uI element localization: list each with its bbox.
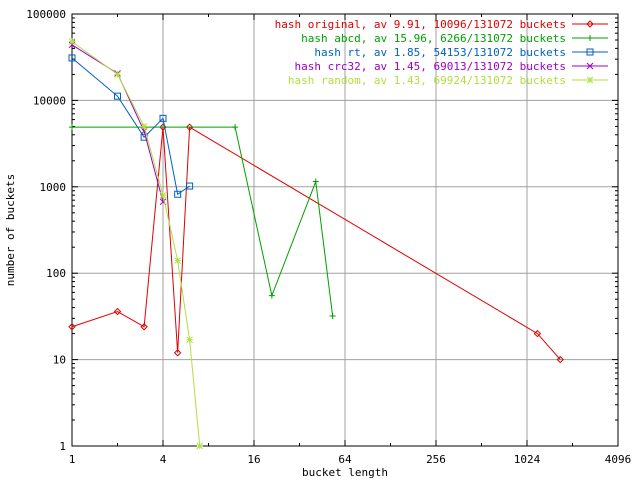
x-tick-label: 16 (247, 453, 260, 466)
y-tick-label: 10000 (33, 94, 66, 107)
data-point (68, 54, 76, 62)
data-point (140, 323, 148, 331)
data-point (114, 71, 121, 78)
series-2 (69, 124, 336, 319)
series-line (71, 126, 561, 360)
series-3 (68, 54, 194, 198)
series-4 (68, 41, 167, 206)
legend-label: hash abcd, av 15.96, 6266/131072 buckets (301, 32, 566, 45)
legend-label: hash crc32, av 1.45, 69013/131072 bucket… (294, 60, 566, 73)
series-line (71, 57, 190, 196)
legend-entry: hash random, av 1.43, 69924/131072 bucke… (288, 74, 608, 87)
legend-entry: hash original, av 9.91, 10096/131072 buc… (275, 18, 608, 31)
legend-label: hash original, av 9.91, 10096/131072 buc… (275, 18, 566, 31)
data-point (159, 114, 167, 122)
data-point (69, 124, 75, 131)
data-point (174, 257, 182, 264)
legend-entry: hash rt, av 1.85, 54153/131072 buckets (314, 46, 608, 59)
series-1 (68, 123, 564, 364)
data-point (186, 182, 194, 190)
data-point (174, 190, 182, 198)
data-point (173, 349, 182, 357)
y-tick-label: 100000 (26, 8, 66, 21)
x-tick-label: 64 (338, 453, 352, 466)
series-line (72, 126, 334, 317)
x-tick-label: 4 (160, 453, 167, 466)
series-line (71, 41, 201, 447)
y-tick-label: 1000 (40, 181, 67, 194)
data-point (268, 292, 275, 299)
data-point (113, 307, 122, 316)
x-axis-label: bucket length (302, 466, 388, 479)
data-point (232, 124, 239, 131)
data-point (185, 123, 194, 131)
data-point (556, 355, 564, 364)
x-tick-label: 1 (69, 453, 76, 466)
x-tick-label: 4096 (605, 453, 632, 466)
legend-label: hash random, av 1.43, 69924/131072 bucke… (288, 74, 566, 87)
y-axis-label: number of buckets (4, 174, 17, 287)
y-tick-label: 100 (46, 267, 66, 280)
x-tick-label: 256 (426, 453, 446, 466)
legend-marker (586, 20, 594, 28)
legend-label: hash rt, av 1.85, 54153/131072 buckets (314, 46, 566, 59)
legend-marker (586, 48, 594, 56)
data-point (329, 312, 336, 319)
y-tick-label: 10 (53, 354, 66, 367)
legend-marker (587, 35, 593, 41)
data-point (533, 329, 542, 338)
x-tick-label: 1024 (514, 453, 541, 466)
legend-entry: hash abcd, av 15.96, 6266/131072 buckets (301, 32, 608, 45)
data-point (114, 92, 121, 100)
legend: hash original, av 9.91, 10096/131072 buc… (275, 18, 608, 87)
series-5 (68, 38, 204, 450)
y-tick-label: 1 (59, 440, 66, 453)
data-point (312, 178, 319, 185)
legend-entry: hash crc32, av 1.45, 69013/131072 bucket… (294, 60, 608, 73)
series-line (71, 44, 164, 202)
legend-marker (586, 62, 594, 70)
data-point (140, 123, 148, 130)
legend-marker (586, 76, 594, 84)
data-point (159, 191, 167, 199)
series-layer (68, 38, 564, 450)
data-point (196, 442, 204, 450)
data-point (186, 336, 193, 344)
grid (72, 14, 618, 446)
data-point (68, 38, 76, 45)
ticks: 1 4 16 64 256 1024 4096 1 10 100 1000 10000 100000 (26, 8, 631, 466)
data-point (68, 323, 76, 331)
